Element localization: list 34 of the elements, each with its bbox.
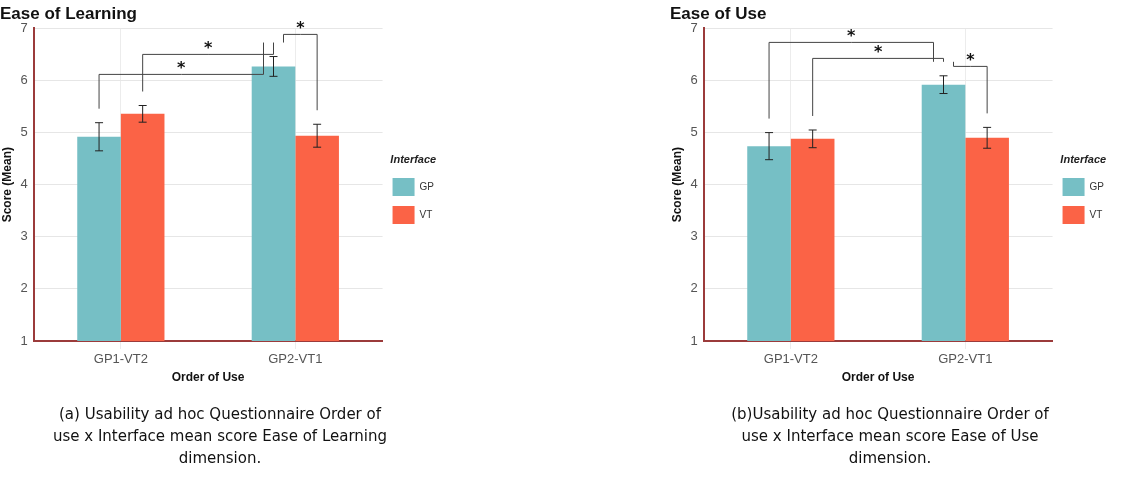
y-tick-label: 3 [20, 228, 28, 244]
annotation: * [847, 26, 857, 46]
annotation: * [177, 58, 187, 78]
y-axis-title: Score (Mean) [0, 147, 14, 223]
text: (b)Usability ad hoc Questionnaire Order of use x Interface mean score Ease of Use dimension. [730, 404, 1050, 469]
annotation: * [296, 18, 306, 38]
x-tick-label: GP2-VT1 [268, 351, 323, 367]
x-tick-label: GP2-VT1 [938, 351, 993, 367]
annotation: * [203, 38, 213, 58]
x-axis-title: Order of Use [841, 370, 915, 385]
y-tick-label: 2 [690, 280, 698, 296]
y-tick-label: 4 [20, 176, 28, 192]
legend-label: VT [419, 208, 433, 220]
text: (a) Usability ad hoc Questionnaire Order of use x Interface mean score Ease of Learning dimension. [51, 404, 389, 469]
legend-title: Interface [1060, 153, 1107, 166]
y-tick-label: 6 [20, 72, 28, 88]
annotation: * [873, 42, 883, 62]
y-tick-label: 5 [690, 124, 698, 140]
y-tick-label: 2 [20, 280, 28, 296]
legend-label: VT [1089, 208, 1103, 220]
x-tick-label: GP1-VT2 [93, 351, 148, 367]
y-tick-label: 3 [690, 228, 698, 244]
x-tick-label: GP1-VT2 [763, 351, 818, 367]
y-tick-label: 5 [20, 124, 28, 140]
y-tick-label: 4 [690, 176, 698, 192]
y-tick-label: 1 [690, 332, 698, 348]
y-axis-title: Score (Mean) [669, 147, 684, 223]
annotation: * [966, 50, 976, 70]
y-tick-label: 1 [20, 332, 28, 348]
x-axis-title: Order of Use [171, 370, 245, 385]
legend-label: GP [1089, 180, 1105, 192]
y-tick-label: 6 [690, 72, 698, 88]
legend-label: GP [419, 180, 435, 192]
legend-title: Interface [390, 153, 437, 166]
